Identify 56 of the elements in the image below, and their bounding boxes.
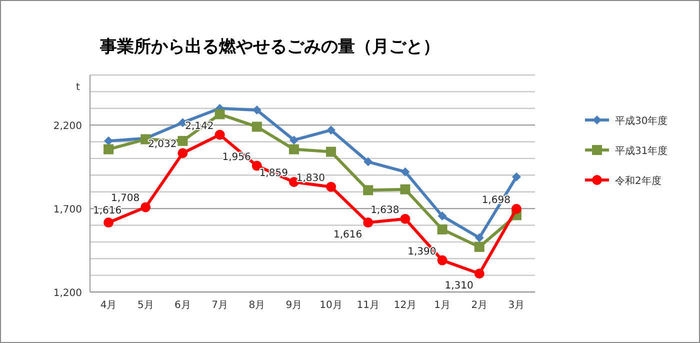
x-tick-label: 11月 bbox=[356, 300, 380, 311]
data-label: 1,708 bbox=[110, 193, 140, 204]
point bbox=[104, 144, 114, 154]
y-tick-label: 1,700 bbox=[53, 204, 82, 216]
point bbox=[252, 122, 262, 132]
point bbox=[363, 185, 374, 196]
x-tick-label: 2月 bbox=[471, 300, 488, 311]
point bbox=[438, 212, 447, 221]
point bbox=[214, 130, 225, 140]
x-tick-label: 10月 bbox=[320, 300, 342, 311]
data-label: 1,616 bbox=[93, 206, 122, 217]
point bbox=[512, 172, 521, 182]
x-tick-label: 9月 bbox=[286, 300, 302, 311]
point bbox=[140, 202, 151, 212]
x-tick-label: 6月 bbox=[174, 300, 191, 311]
x-tick-label: 12月 bbox=[394, 300, 417, 311]
legend-label: 平成30年度 bbox=[615, 115, 668, 127]
x-tick-label: 1月 bbox=[434, 300, 450, 311]
data-label: 1,830 bbox=[296, 172, 326, 184]
y-axis-title: t bbox=[76, 82, 80, 93]
point bbox=[474, 233, 484, 242]
point bbox=[326, 126, 336, 135]
x-tick-label: 8月 bbox=[248, 300, 266, 311]
x-tick-label: 7月 bbox=[212, 300, 228, 311]
y-tick-label: 2,200 bbox=[53, 121, 82, 132]
y-tick-label: 1,200 bbox=[53, 288, 82, 299]
point bbox=[178, 136, 188, 146]
x-tick-label: 4月 bbox=[100, 300, 117, 311]
point bbox=[214, 109, 225, 120]
legend-label: 令和2年度 bbox=[615, 175, 662, 187]
point bbox=[363, 218, 374, 228]
point bbox=[326, 182, 336, 192]
x-tick-label: 3月 bbox=[508, 300, 525, 311]
point bbox=[474, 242, 484, 252]
point bbox=[364, 157, 373, 166]
data-label: 2,032 bbox=[148, 139, 177, 150]
point bbox=[326, 146, 336, 157]
data-label: 1,310 bbox=[444, 280, 474, 292]
point bbox=[289, 136, 298, 145]
point bbox=[400, 184, 410, 194]
point bbox=[288, 177, 299, 187]
point bbox=[104, 218, 114, 228]
point bbox=[288, 144, 299, 154]
point bbox=[511, 204, 522, 214]
point bbox=[474, 268, 484, 279]
legend-label: 平成31年度 bbox=[615, 145, 668, 157]
data-label: 1,638 bbox=[370, 204, 400, 216]
point bbox=[437, 255, 448, 266]
x-tick-label: 5月 bbox=[137, 300, 154, 311]
point bbox=[400, 214, 410, 224]
data-label: 1,616 bbox=[333, 230, 362, 241]
point bbox=[437, 224, 448, 234]
point bbox=[252, 160, 262, 171]
point bbox=[400, 167, 410, 176]
point bbox=[178, 148, 188, 158]
chart-title: 事業所から出る燃やせるごみの量（月ごと） bbox=[99, 37, 440, 57]
